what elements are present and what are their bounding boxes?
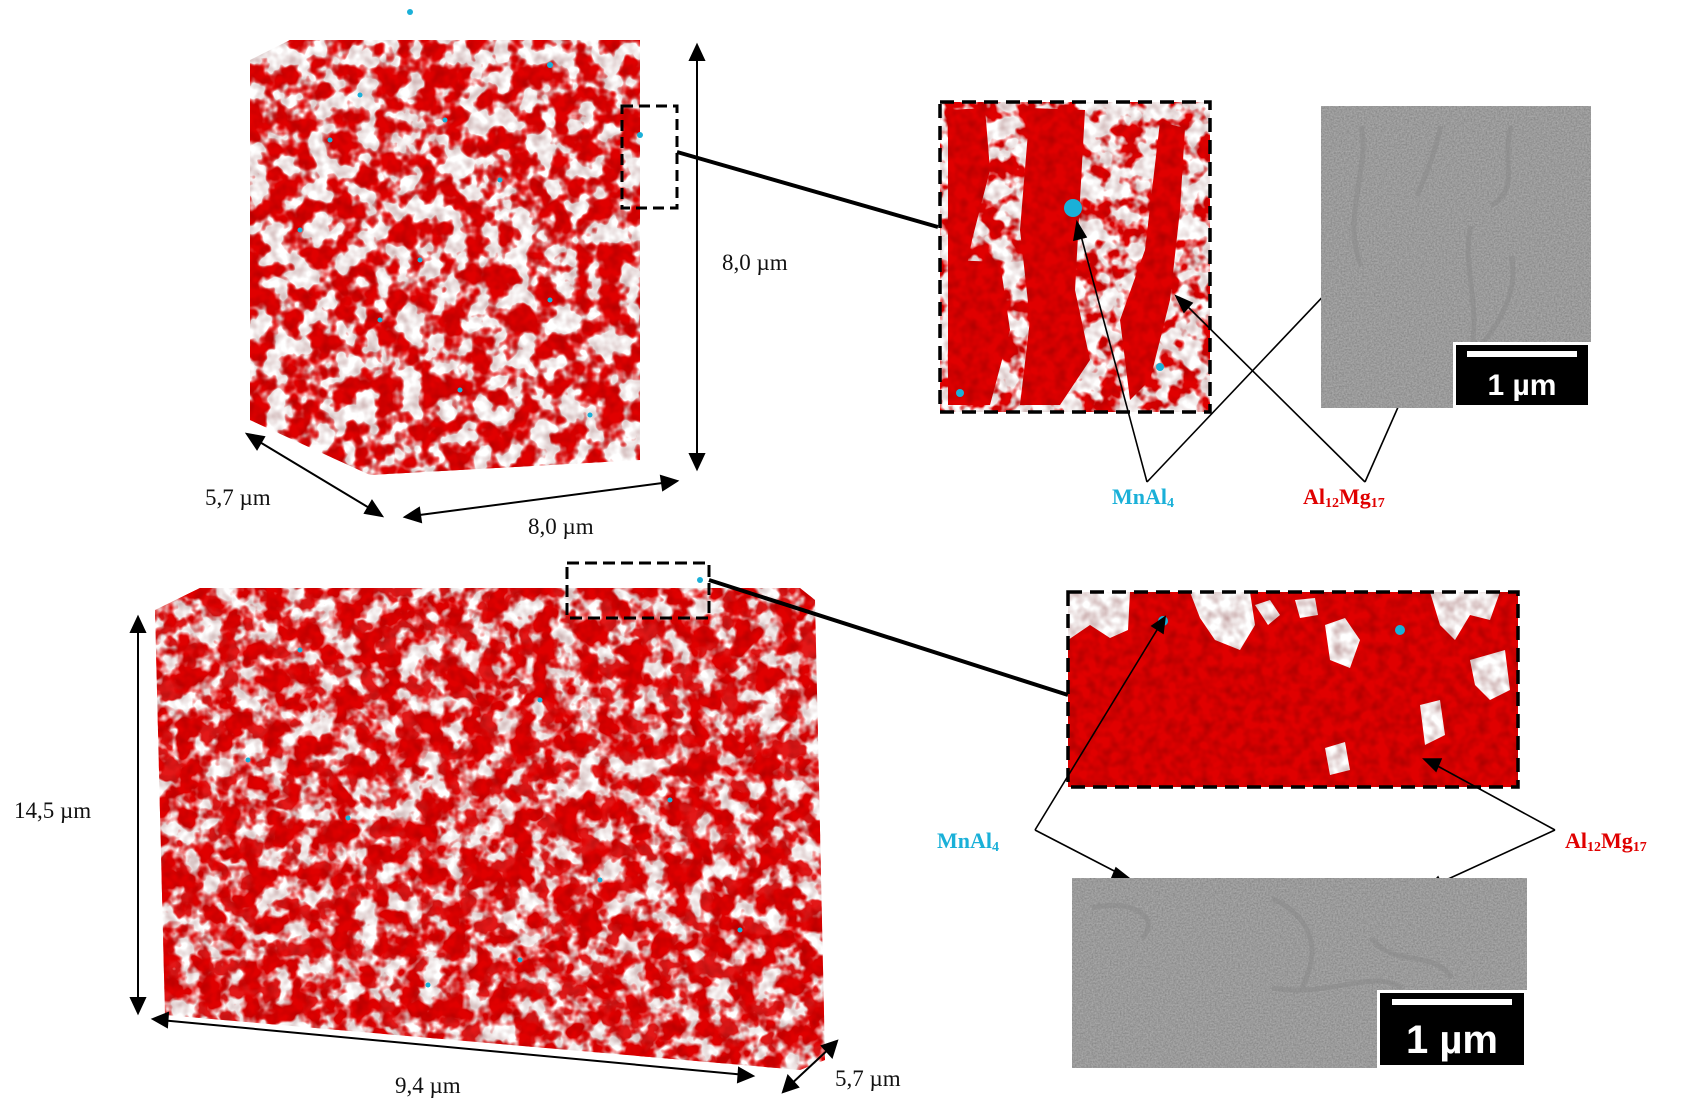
bottom-scalebar-line (1391, 999, 1513, 1005)
top-al-text: Al (1303, 484, 1325, 509)
bottom-al-subscript: 12 (1587, 840, 1601, 855)
bottom-callout-arrows (1034, 615, 1556, 890)
bottom-scalebar-label: 1 µm (1406, 1018, 1498, 1062)
top-dimension-arrows (244, 42, 706, 524)
top-sem-image: 1 µm (1321, 106, 1591, 408)
bottom-mnal4-text: MnAl (937, 828, 992, 853)
top-mnal4-label: MnAl4 (1112, 484, 1174, 512)
bottom-width-label: 9,4 µm (395, 1073, 461, 1098)
top-mnal4-particles (297, 9, 643, 418)
top-mnal4-subscript: 4 (1167, 496, 1174, 511)
bottom-mnal4-label: MnAl4 (937, 828, 999, 856)
top-al-subscript: 12 (1325, 496, 1339, 511)
bottom-zoom-connector-line (708, 578, 1069, 697)
top-al12mg17-label: Al12Mg17 (1303, 484, 1385, 512)
bottom-al12mg17-label: Al12Mg17 (1565, 828, 1647, 856)
bottom-mg-subscript: 17 (1632, 840, 1647, 855)
bottom-mnal4-subscript: 4 (992, 840, 999, 855)
top-tomography-volume (250, 9, 643, 475)
bottom-volume-zoom-box (565, 561, 711, 620)
top-zoom-inset (938, 100, 1212, 414)
top-depth-label: 5,7 µm (205, 485, 271, 510)
bottom-sem-scalebar: 1 µm (1377, 990, 1527, 1068)
bottom-dimension-arrows (129, 614, 839, 1094)
top-mg-subscript: 17 (1370, 496, 1385, 511)
top-width-label: 8,0 µm (528, 514, 594, 539)
bottom-sem-image: 1 µm (1072, 878, 1527, 1068)
top-volume-zoom-box (620, 104, 679, 210)
top-sem-scalebar: 1 µm (1453, 342, 1591, 408)
bottom-zoom-inset (1066, 590, 1520, 789)
bottom-mg-text: Mg (1601, 828, 1633, 853)
bottom-tomography-volume (155, 577, 825, 1070)
top-scalebar-label: 1 µm (1487, 369, 1557, 402)
top-height-label: 8,0 µm (722, 250, 788, 275)
top-mnal4-text: MnAl (1112, 484, 1167, 509)
bottom-mnal4-particles (245, 577, 743, 988)
top-zoom-connector-line (676, 150, 939, 229)
bottom-al-text: Al (1565, 828, 1587, 853)
top-scalebar-line (1466, 351, 1578, 357)
bottom-height-label: 14,5 µm (14, 798, 92, 823)
top-mg-text: Mg (1339, 484, 1371, 509)
bottom-depth-label: 5,7 µm (835, 1066, 901, 1091)
